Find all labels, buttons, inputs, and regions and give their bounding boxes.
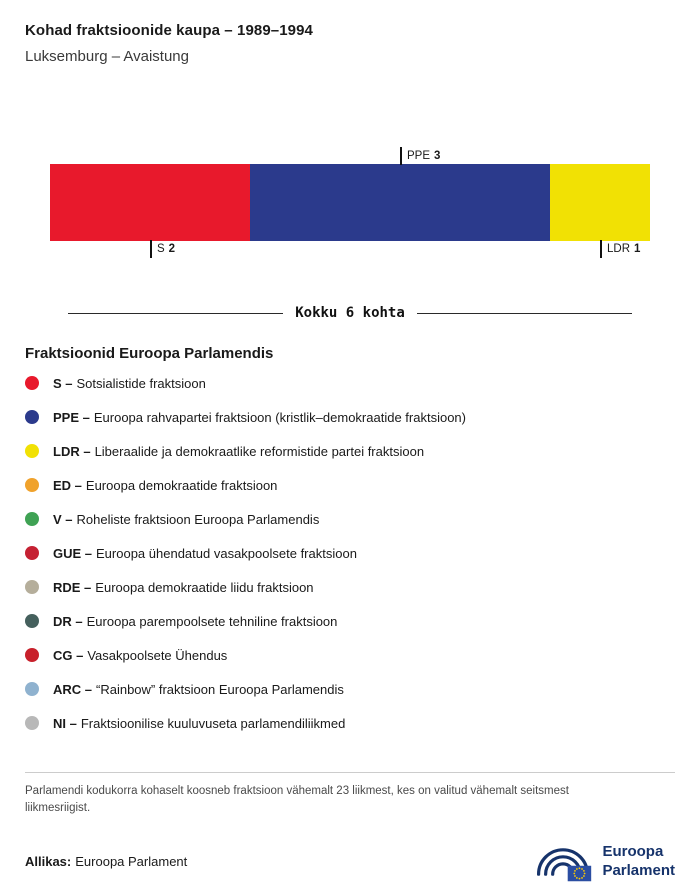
- ep-logo-text: Euroopa Parlament: [602, 843, 675, 881]
- ep-logo-line2: Parlament: [602, 861, 675, 879]
- legend-item-ppe: PPE – Euroopa rahvapartei fraktsioon (kri…: [25, 400, 675, 434]
- eu-flag-icon: [568, 865, 592, 881]
- footnote-divider: [25, 772, 675, 773]
- legend-item-label: ED – Euroopa demokraatide fraktsioon: [53, 477, 278, 493]
- legend-item-label: V – Roheliste fraktsioon Euroopa Parlamen…: [53, 511, 320, 527]
- legend-item-arc: ARC – “Rainbow” fraktsioon Euroopa Parlam…: [25, 672, 675, 706]
- bar-label-code: PPE: [407, 150, 431, 162]
- legend-color-dot: [25, 648, 39, 662]
- page-subtitle: Luksemburg – Avaistung: [25, 48, 189, 65]
- footer: Allikas: Euroopa Parlament: [25, 842, 675, 882]
- legend-item-ed: ED – Euroopa demokraatide fraktsioon: [25, 468, 675, 502]
- legend-color-dot: [25, 682, 39, 696]
- bar-segment-s: [50, 164, 250, 241]
- tick-mark: [400, 147, 402, 165]
- bar-label-s: S 2: [150, 240, 175, 258]
- source-value: Euroopa Parlament: [75, 854, 188, 869]
- hemicycle-icon: [537, 847, 592, 881]
- legend-color-dot: [25, 546, 39, 560]
- legend-color-dot: [25, 444, 39, 458]
- seat-bar-chart: PPE 3 S 2 LDR 1: [50, 142, 650, 271]
- bar-segment-ldr: [550, 164, 650, 241]
- legend-color-dot: [25, 410, 39, 424]
- bar-label-seats: 2: [168, 243, 176, 255]
- legend-list: S – Sotsialistide fraktsioon PPE – Euroopa…: [25, 366, 675, 740]
- legend-color-dot: [25, 580, 39, 594]
- legend-color-dot: [25, 376, 39, 390]
- source-line: Allikas: Euroopa Parlament: [25, 854, 187, 869]
- legend-color-dot: [25, 716, 39, 730]
- legend-item-dr: DR – Euroopa parempoolsete tehniline frak…: [25, 604, 675, 638]
- legend-item-ni: NI – Fraktsioonilise kuuluvuseta parlamen…: [25, 706, 675, 740]
- ep-logo: Euroopa Parlament: [532, 842, 675, 882]
- legend-item-label: DR – Euroopa parempoolsete tehniline frak…: [53, 613, 338, 629]
- legend-item-label: PPE – Euroopa rahvapartei fraktsioon (kri…: [53, 409, 466, 425]
- legend-item-v: V – Roheliste fraktsioon Euroopa Parlamen…: [25, 502, 675, 536]
- legend-item-label: GUE – Euroopa ühendatud vasakpoolsete fra…: [53, 545, 357, 561]
- legend-color-dot: [25, 614, 39, 628]
- legend-item-label: CG – Vasakpoolsete Ühendus: [53, 647, 228, 663]
- bar-labels-above: PPE 3: [50, 142, 650, 165]
- bar-label-ldr: LDR 1: [600, 240, 640, 258]
- legend-item-ldr: LDR – Liberaalide ja demokraatlike reform…: [25, 434, 675, 468]
- bar-label-seats: 1: [634, 243, 641, 255]
- footnote-text: Parlamendi kodukorra kohaselt koosneb fr…: [25, 785, 569, 815]
- legend-color-dot: [25, 512, 39, 526]
- legend-item-label: LDR – Liberaalide ja demokraatlike reform…: [53, 443, 425, 459]
- total-seats-label: Kokku 6 kohta: [295, 305, 405, 321]
- stacked-seat-bar: [50, 164, 650, 241]
- legend-item-s: S – Sotsialistide fraktsioon: [25, 366, 675, 400]
- legend-item-cg: CG – Vasakpoolsete Ühendus: [25, 638, 675, 672]
- bar-label-seats: 3: [434, 150, 441, 162]
- ep-logo-line1: Euroopa: [602, 842, 664, 860]
- legend-item-gue: GUE – Euroopa ühendatud vasakpoolsete fra…: [25, 536, 675, 570]
- bar-label-ppe: PPE 3: [400, 147, 440, 165]
- legend-item-label: ARC – “Rainbow” fraktsioon Euroopa Parlam…: [53, 681, 344, 697]
- legend-item-label: NI – Fraktsioonilise kuuluvuseta parlamen…: [53, 715, 346, 731]
- total-seats-row: Kokku 6 kohta: [68, 305, 633, 321]
- legend-color-dot: [25, 478, 39, 492]
- divider-line-right: [416, 312, 633, 314]
- legend-item-label: RDE – Euroopa demokraatide liidu fraktsio…: [53, 579, 314, 595]
- bar-label-code: LDR: [607, 243, 631, 255]
- page-title: Kohad fraktsioonide kaupa – 1989–1994: [25, 22, 313, 39]
- bar-segment-ppe: [250, 164, 550, 241]
- tick-mark: [600, 240, 602, 258]
- legend-heading: Fraktsioonid Euroopa Parlamendis: [25, 345, 274, 362]
- divider-line-left: [68, 312, 284, 314]
- bar-labels-below: S 2 LDR 1: [50, 240, 650, 271]
- source-label: Allikas:: [25, 854, 72, 869]
- bar-label-code: S: [157, 243, 165, 255]
- tick-mark: [150, 240, 152, 258]
- legend-item-rde: RDE – Euroopa demokraatide liidu fraktsio…: [25, 570, 675, 604]
- legend-item-label: S – Sotsialistide fraktsioon: [53, 375, 206, 391]
